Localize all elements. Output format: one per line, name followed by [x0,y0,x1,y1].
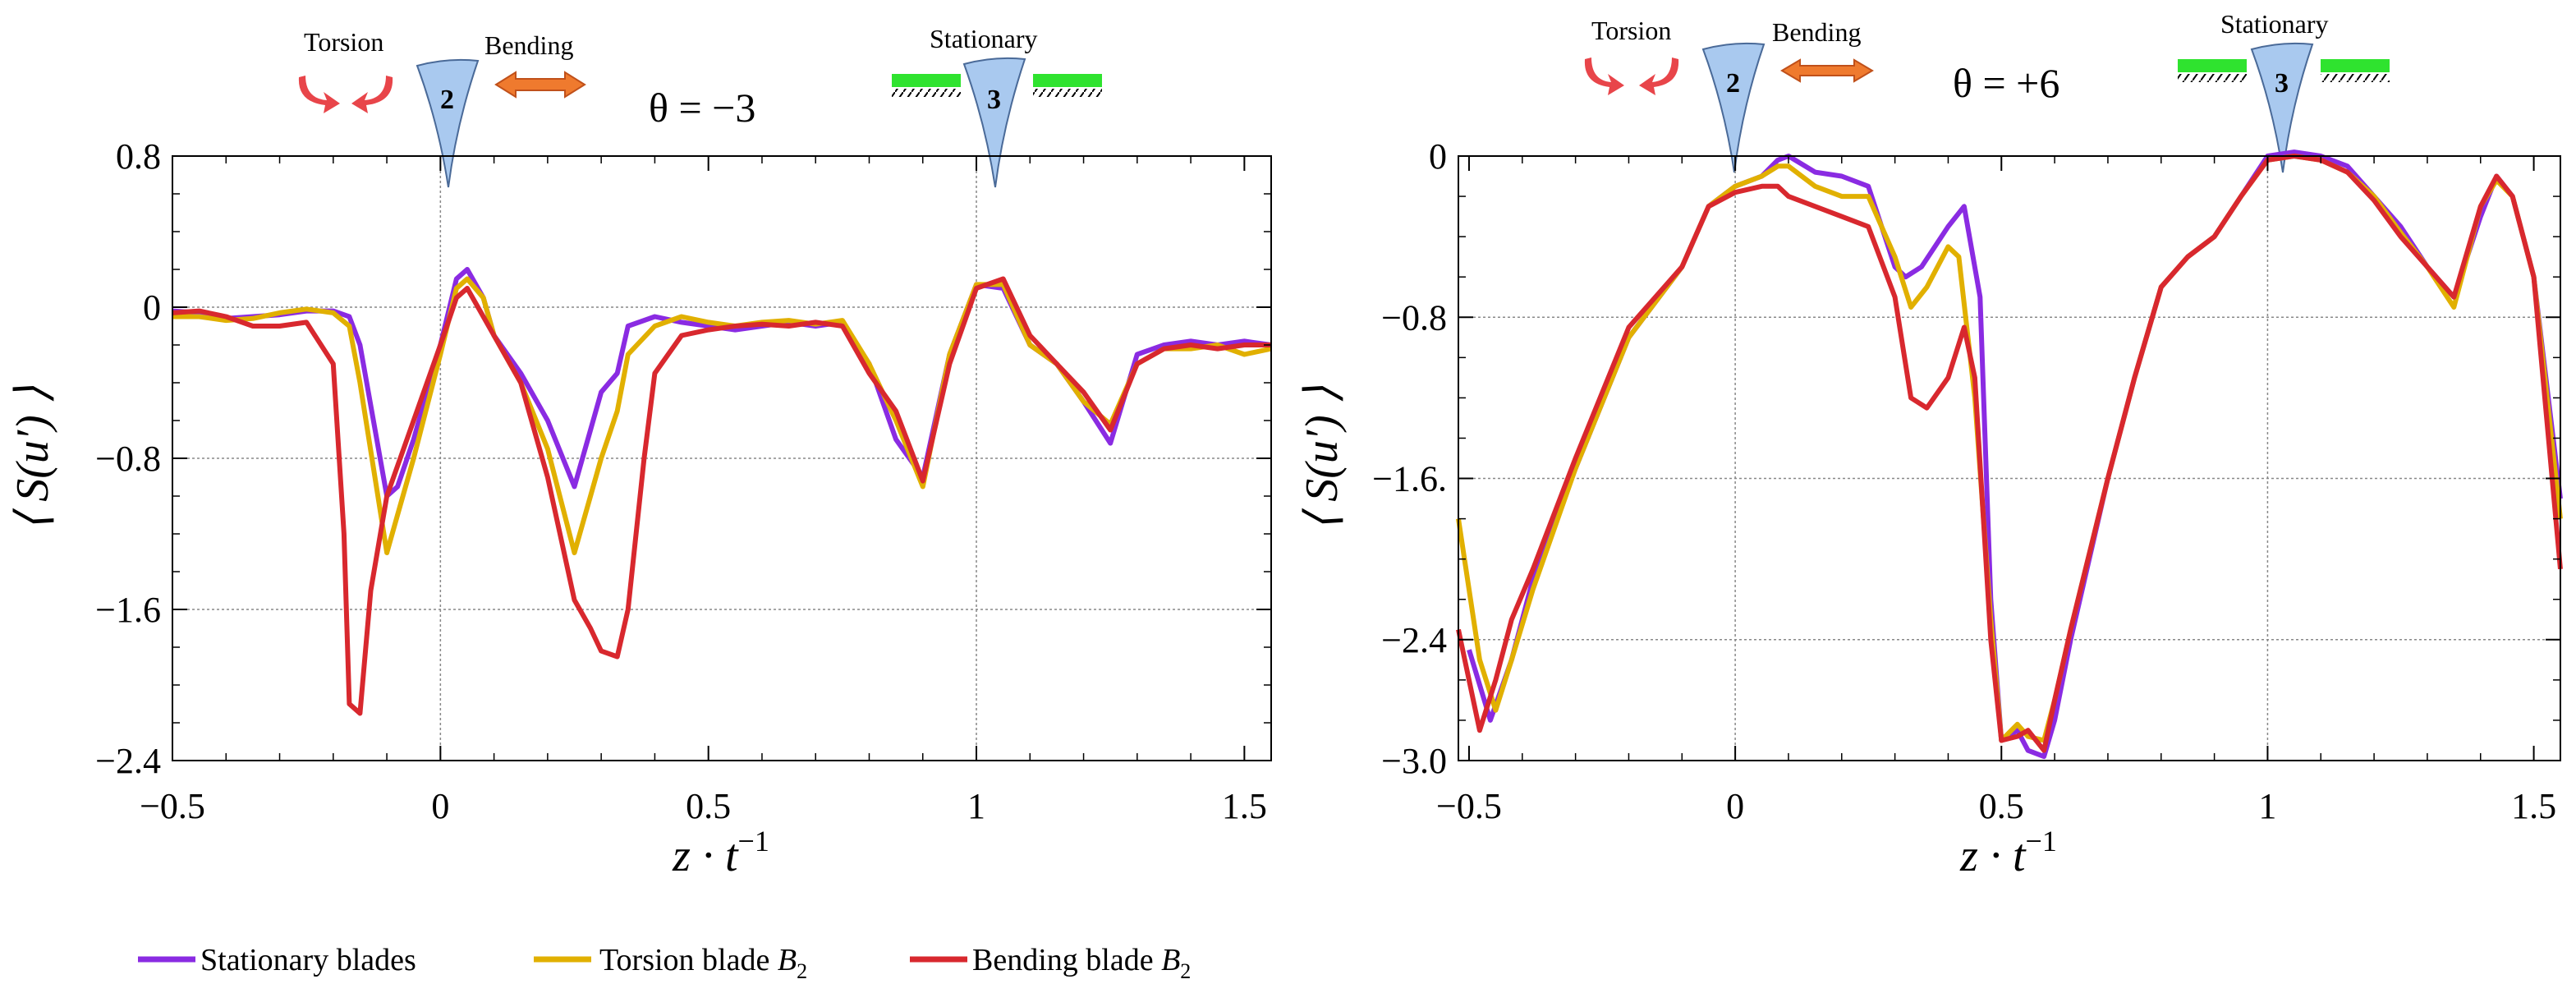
x-tick-label: −0.5 [1436,786,1502,826]
y-tick-label: −1.6 [95,590,161,630]
legend-label-torsion: Torsion blade [599,943,778,977]
torsion-label: Torsion [304,27,383,57]
stationary-bar-right-icon [2321,59,2390,82]
blade-3-icon: 3 [962,57,1026,188]
x-tick-label: 1 [2258,786,2276,826]
chart-left: Torsion Bending 2 Stationary [7,24,1272,881]
svg-text:3: 3 [2275,68,2289,99]
blade-3-icon: 3 [2250,42,2314,173]
stationary-bar-right-icon [1033,74,1102,97]
x-tick-label: 1.5 [1222,786,1267,826]
torsion-annotation: Torsion Bending 2 Stationary [298,24,1102,188]
y-tick-label: −3.0 [1381,741,1447,781]
y-tick-label: −0.8 [95,439,161,479]
blade-2-icon: 2 [1701,42,1766,173]
chart-right: Torsion Bending 2 Stationary [1297,9,2563,881]
legend-label-stationary: Stationary blades [200,943,416,977]
torsion-arrows-icon [298,76,393,113]
x-tick-label: 0.5 [1979,786,2024,826]
bending-arrow-icon [1780,58,1874,83]
y-tick-label: −2.4 [95,741,161,781]
stationary-label: Stationary [2220,9,2329,39]
y-tick-label: −0.8 [1381,297,1447,338]
legend-entry-bending: Bending blade B2 [910,943,1191,983]
y-tick-label: −2.4 [1381,620,1447,660]
svg-text:2: 2 [440,85,454,115]
x-tick-label: 1 [967,786,985,826]
x-tick-label: −0.5 [140,786,205,826]
y-tick-label: −1.6. [1372,459,1447,499]
torsion-arrows-icon [1584,57,1679,95]
svg-text:Bending blade B2: Bending blade B2 [972,943,1191,983]
bending-label: Bending [484,30,573,60]
theta-label-left: θ = −3 [649,85,755,131]
torsion-label: Torsion [1591,16,1671,45]
x-axis-label: z · t−1 [672,825,769,881]
svg-text:2: 2 [1726,68,1740,99]
svg-text:Torsion blade B2: Torsion blade B2 [599,943,807,983]
series-line-bending [1456,154,2563,753]
series-line-bending [172,276,1271,716]
bending-arrow-icon [494,71,586,99]
y-axis-label: ⟨ S(u′) ⟩ [1297,385,1348,531]
y-tick-label: 0.8 [116,136,161,177]
bending-label: Bending [1772,17,1861,47]
x-tick-label: 0.5 [686,786,731,826]
series-line-stationary [1467,149,2563,760]
torsion-annotation: Torsion Bending 2 Stationary [1584,9,2390,173]
blade-2-icon: 2 [416,58,480,188]
svg-text:3: 3 [987,85,1001,115]
stationary-bar-left-icon [2178,59,2247,82]
y-tick-label: 0 [143,287,161,328]
legend-label-bending: Bending blade [972,943,1161,977]
legend-entry-stationary: Stationary blades [138,943,416,977]
x-tick-label: 0 [1726,786,1744,826]
x-tick-label: 1.5 [2511,786,2556,826]
stationary-label: Stationary [930,24,1038,53]
plot-frame [1458,155,2561,761]
legend: Stationary blades Torsion blade B2 Bendi… [138,943,1191,983]
stationary-bar-left-icon [892,74,961,97]
theta-label-right: θ = +6 [1953,60,2059,106]
y-axis-label: ⟨ S(u′) ⟩ [7,385,58,531]
y-tick-label: 0 [1429,136,1447,177]
x-axis-label: z · t−1 [1959,825,2057,881]
x-tick-label: 0 [431,786,449,826]
series-line-torsion [1456,154,2563,743]
legend-entry-torsion: Torsion blade B2 [534,943,807,983]
